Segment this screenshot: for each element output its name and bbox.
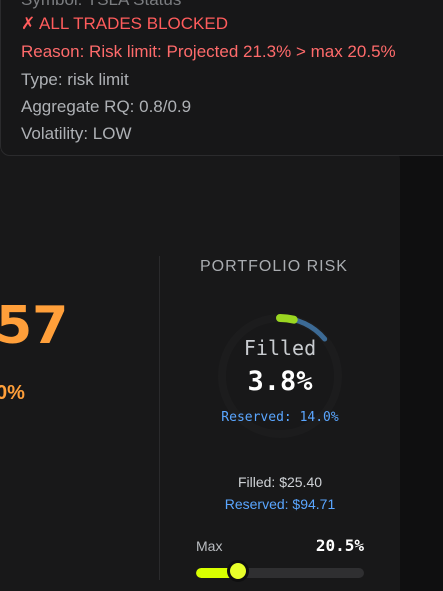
gauge-filled-arc bbox=[276, 314, 298, 324]
max-risk-label: Max bbox=[196, 538, 223, 554]
trade-block-tooltip: Symbol: TSLA Status ✗ ALL TRADES BLOCKED… bbox=[0, 0, 443, 156]
volatility: Volatility: LOW bbox=[21, 124, 132, 143]
section-divider bbox=[159, 256, 160, 580]
blocked-title: ✗ ALL TRADES BLOCKED bbox=[21, 14, 228, 33]
gauge-ring bbox=[218, 314, 342, 438]
slider-thumb[interactable] bbox=[227, 560, 249, 582]
block-type: Type: risk limit bbox=[21, 70, 129, 89]
block-reason: Reason: Risk limit: Projected 21.3% > ma… bbox=[21, 42, 396, 61]
gauge-filled-value: 3.8% bbox=[247, 366, 313, 397]
reserved-amount: Reserved: $94.71 bbox=[224, 496, 336, 512]
filled-amount: Filled: $25.40 bbox=[237, 474, 323, 490]
tooltip-cutoff-text: Symbol: TSLA Status bbox=[21, 0, 181, 8]
max-risk-slider[interactable] bbox=[196, 560, 364, 582]
slider-fill bbox=[196, 568, 238, 578]
max-risk-value: 20.5% bbox=[315, 536, 364, 555]
aggregate-rq: Aggregate RQ: 0.8/0.9 bbox=[21, 97, 192, 116]
dashboard-panel bbox=[0, 150, 400, 591]
portfolio-risk-gauge: Filled 3.8% Reserved: 14.0% bbox=[203, 302, 357, 442]
slider-track[interactable] bbox=[196, 568, 364, 578]
gauge-reserved-text: Reserved: 14.0% bbox=[221, 410, 339, 425]
gauge-filled-label: Filled bbox=[243, 336, 317, 360]
primary-stat-percent: 0% bbox=[0, 382, 25, 404]
portfolio-risk-title: PORTFOLIO RISK bbox=[200, 258, 348, 275]
primary-stat-value: 57 bbox=[0, 296, 69, 356]
